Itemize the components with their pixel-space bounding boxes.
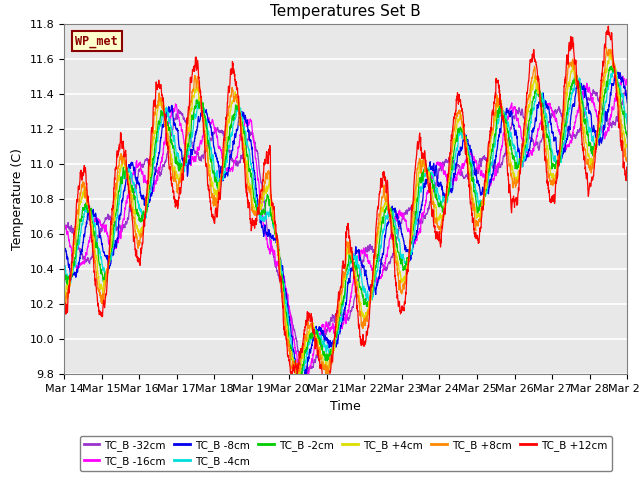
Text: WP_met: WP_met [76, 35, 118, 48]
X-axis label: Time: Time [330, 400, 361, 413]
Legend: TC_B -32cm, TC_B -16cm, TC_B -8cm, TC_B -4cm, TC_B -2cm, TC_B +4cm, TC_B +8cm, T: TC_B -32cm, TC_B -16cm, TC_B -8cm, TC_B … [79, 436, 612, 471]
Title: Temperatures Set B: Temperatures Set B [270, 4, 421, 19]
Y-axis label: Temperature (C): Temperature (C) [11, 148, 24, 250]
